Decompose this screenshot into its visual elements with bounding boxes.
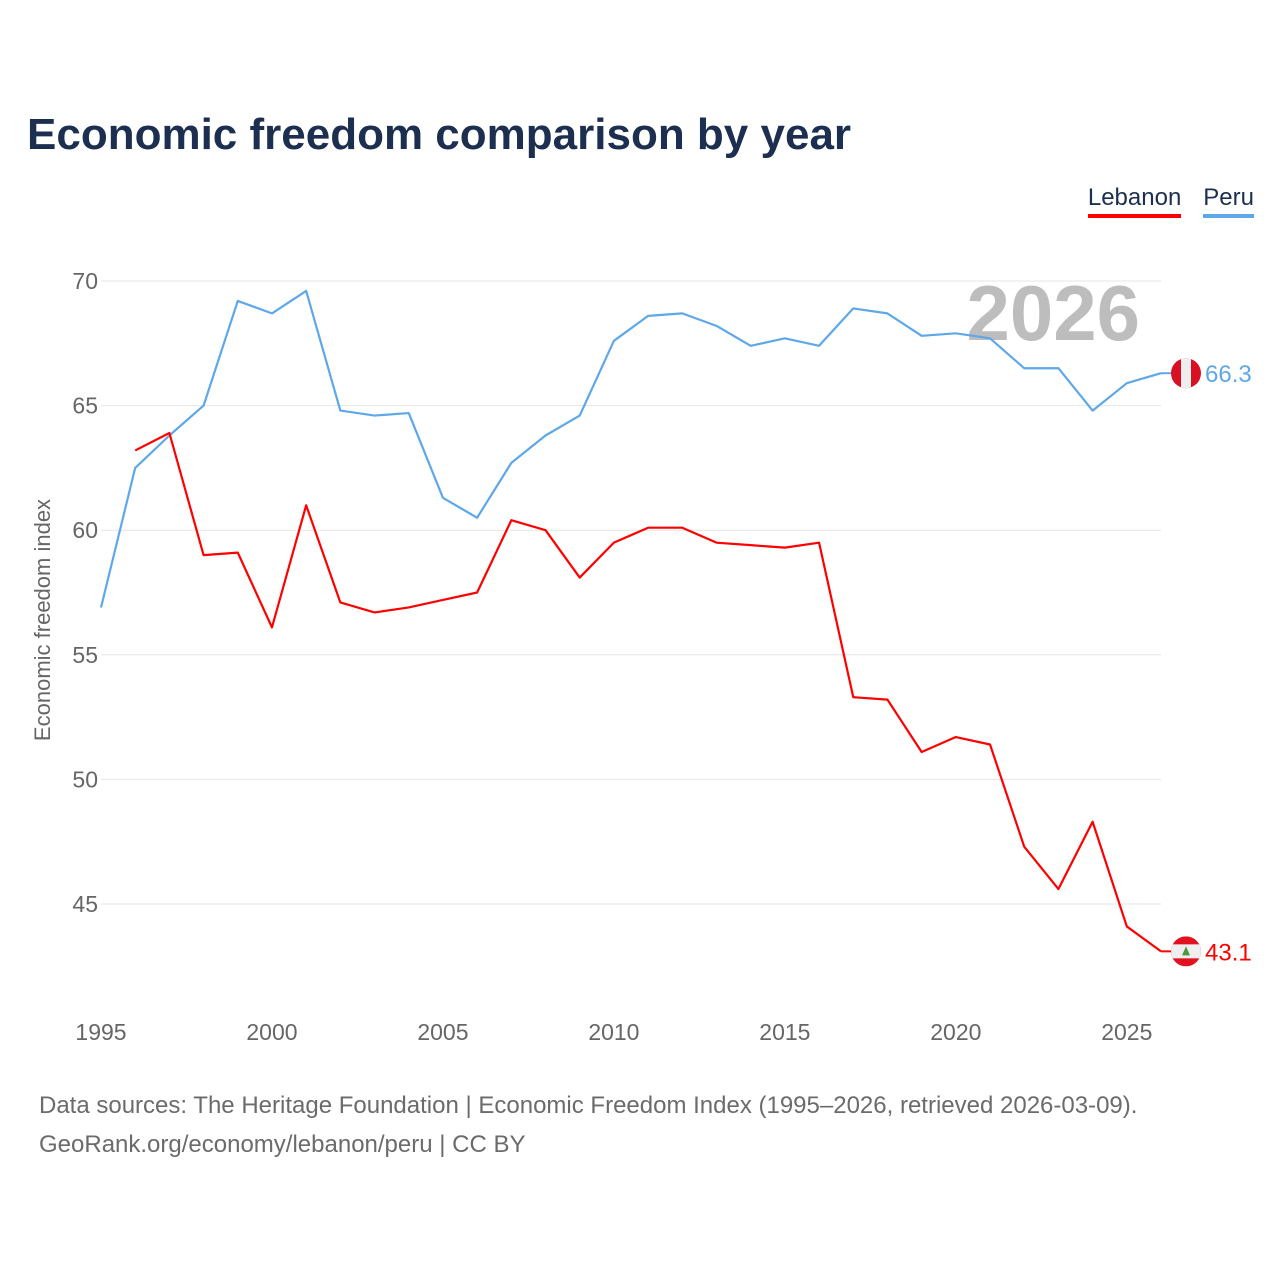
series-line-peru (99, 289, 1162, 608)
y-tick-label: 45 (72, 891, 98, 917)
year-watermark: 2026 (966, 269, 1140, 357)
chart-title: Economic freedom comparison by year (27, 110, 852, 159)
peru-flag-icon (1171, 358, 1201, 389)
y-tick-label: 70 (72, 268, 98, 294)
y-tick-label: 60 (72, 517, 98, 543)
x-tick-label: 2010 (588, 1019, 639, 1045)
lebanon-flag-icon (1171, 936, 1201, 967)
legend-item-peru[interactable]: Peru (1203, 184, 1254, 218)
y-tick-label: 55 (72, 642, 98, 668)
data-sources: Data sources: The Heritage Foundation | … (39, 1092, 1138, 1119)
x-tick-label: 2025 (1101, 1019, 1152, 1045)
x-tick-label: 2015 (759, 1019, 810, 1045)
y-tick-label: 65 (72, 393, 98, 419)
legend: Lebanon Peru (1087, 184, 1254, 218)
x-tick-label: 2020 (930, 1019, 981, 1045)
x-tick-label: 2005 (417, 1019, 468, 1045)
y-tick-label: 50 (72, 766, 98, 792)
series-line-lebanon (134, 431, 1162, 953)
end-value-label-peru: 66.3 (1205, 361, 1252, 388)
legend-item-lebanon[interactable]: Lebanon (1087, 184, 1182, 218)
y-axis-label: Economic freedom index (30, 499, 55, 741)
x-tick-label: 2000 (246, 1019, 297, 1045)
x-tick-label: 1995 (75, 1019, 126, 1045)
footer: Data sources: The Heritage Foundation | … (39, 1086, 1137, 1164)
source-link[interactable]: GeoRank.org/economy/lebanon/peru | CC BY (39, 1131, 526, 1158)
end-value-label-lebanon: 43.1 (1205, 939, 1252, 966)
